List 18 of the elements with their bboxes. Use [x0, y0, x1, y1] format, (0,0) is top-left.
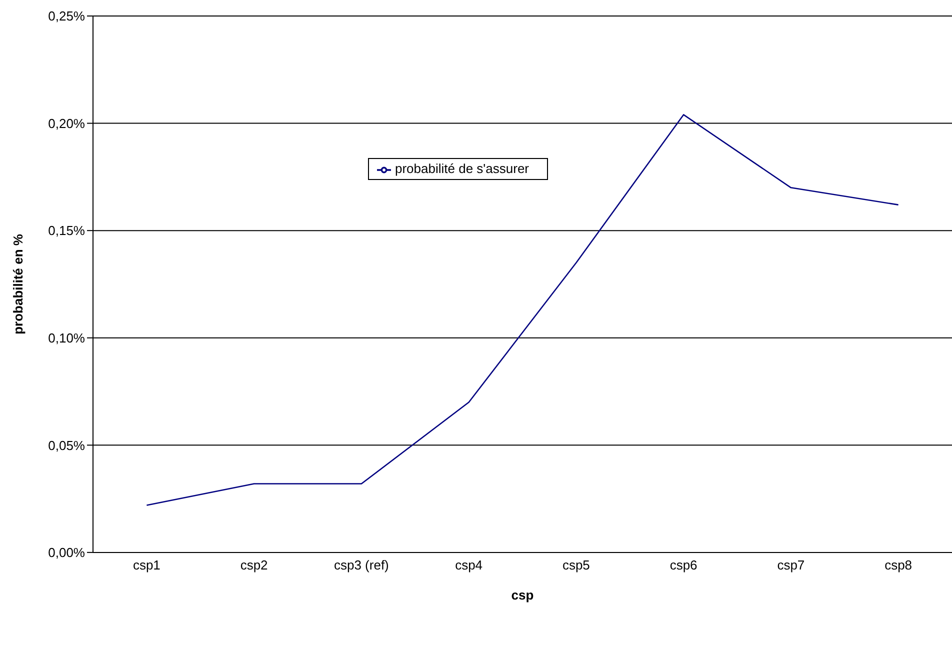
x-tick-label: csp1: [132, 558, 160, 573]
y-axis-title: probabilité en %: [10, 234, 26, 334]
y-tick-label: 0,15%: [48, 223, 86, 238]
line-series: [146, 114, 899, 506]
legend-label: probabilité de s'assurer: [395, 161, 529, 176]
y-tick-label: 0,00%: [48, 545, 86, 560]
x-tick-label: csp5: [562, 558, 590, 573]
x-tick-label: csp3 (ref): [334, 558, 389, 573]
x-tick-label: csp8: [884, 558, 912, 573]
x-axis-title: csp: [511, 587, 534, 602]
x-tick-label: csp7: [777, 558, 805, 573]
x-tick-label: csp2: [240, 558, 268, 573]
x-tick-label: csp6: [670, 558, 698, 573]
y-tick-label: 0,20%: [48, 116, 86, 131]
y-tick-label: 0,05%: [48, 438, 86, 453]
x-tick-label: csp4: [455, 558, 483, 573]
y-tick-label: 0,10%: [48, 330, 86, 346]
y-tick-label: 0,25%: [48, 8, 86, 24]
